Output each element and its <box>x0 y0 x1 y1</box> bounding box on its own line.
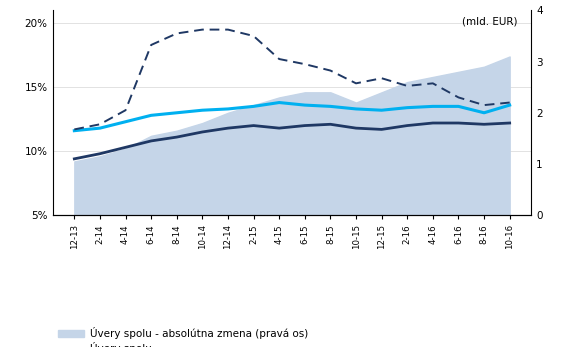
Text: (mld. EUR): (mld. EUR) <box>461 17 517 27</box>
Legend: Úvery spolu - absolútna zmena (pravá os), Úvery spolu, Úvery na bývanie, Spotreb: Úvery spolu - absolútna zmena (pravá os)… <box>58 327 308 347</box>
